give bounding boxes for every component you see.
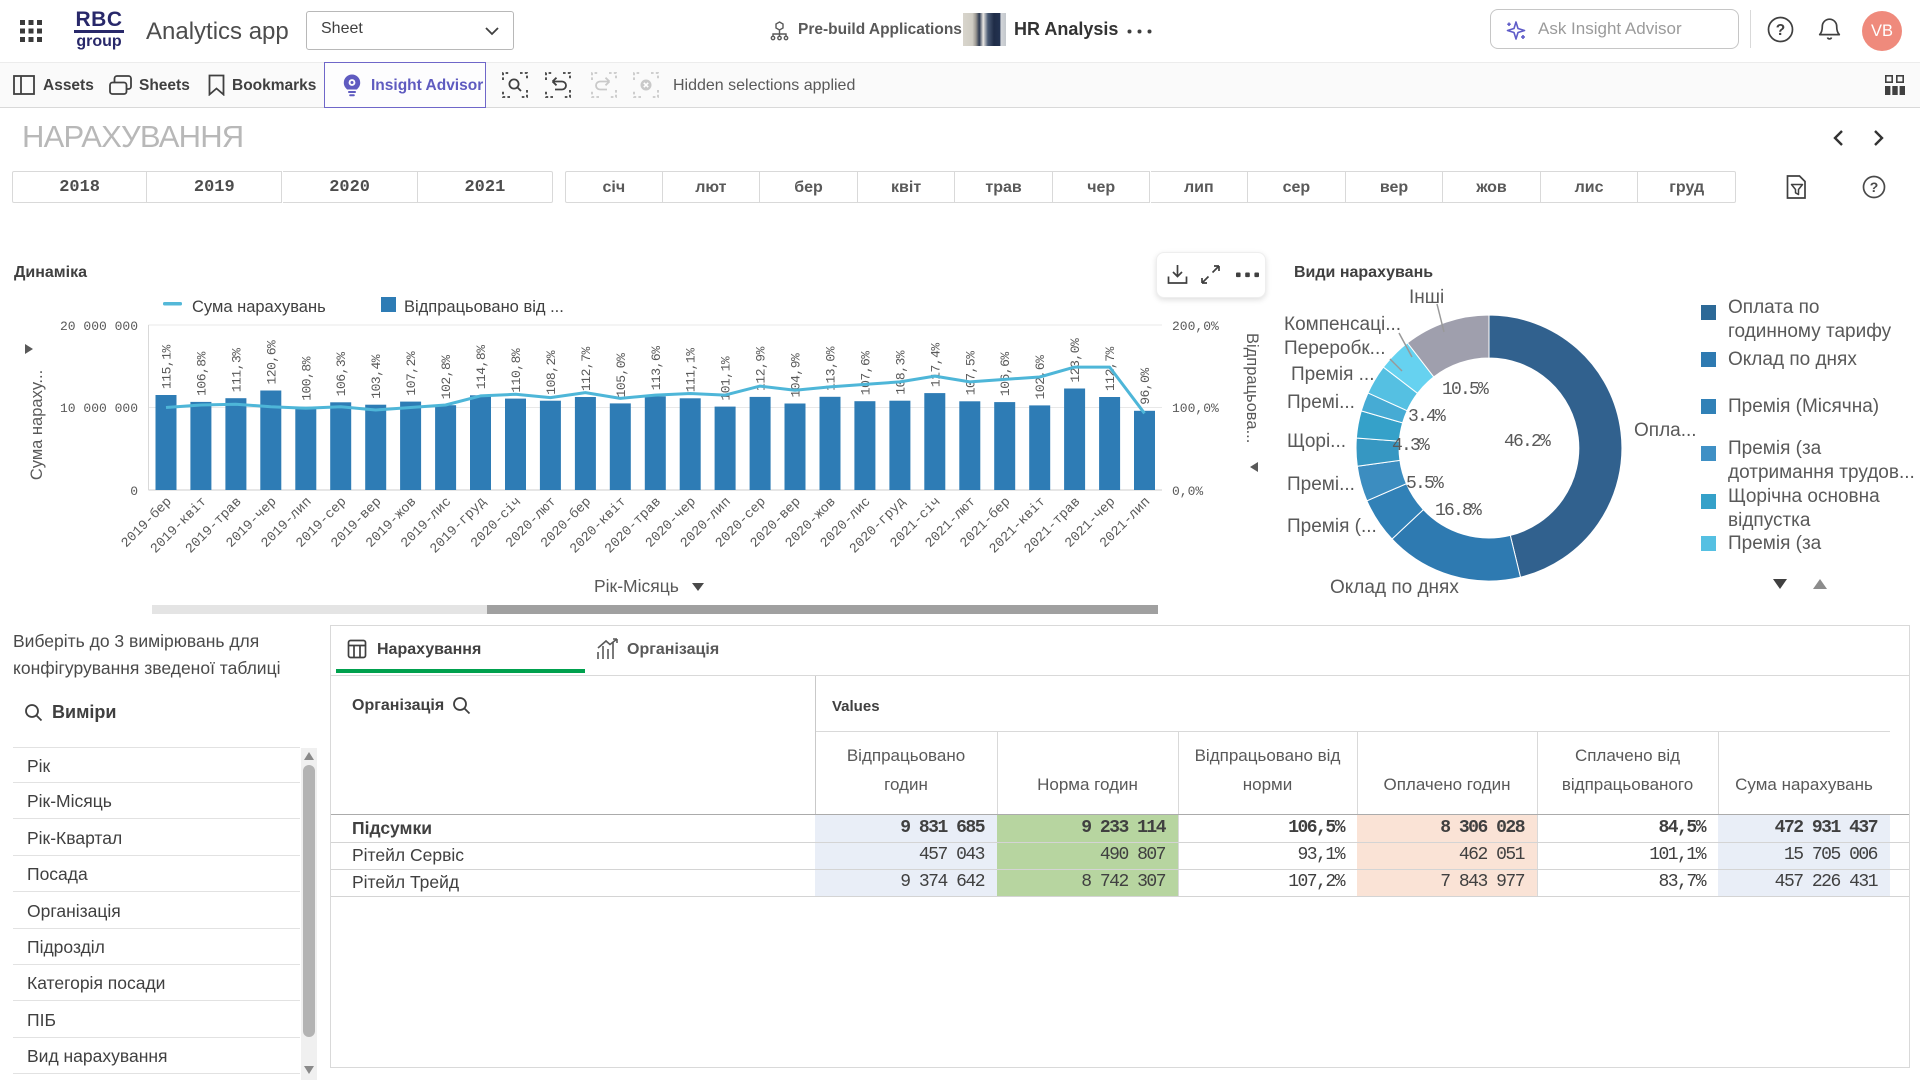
svg-text:112,7%: 112,7% <box>579 346 594 391</box>
svg-text:107,5%: 107,5% <box>963 351 978 396</box>
svg-text:108,2%: 108,2% <box>544 350 559 395</box>
svg-text:46.2%: 46.2% <box>1504 432 1551 452</box>
svg-text:Відпрацьовано від ...: Відпрацьовано від ... <box>404 298 564 316</box>
svg-text:103,4%: 103,4% <box>369 354 384 399</box>
svg-text:100,0%: 100,0% <box>1172 401 1219 416</box>
svg-text:0: 0 <box>130 484 138 499</box>
svg-text:Премія (...: Премія (... <box>1287 516 1377 537</box>
svg-text:Опла...: Опла... <box>1634 420 1697 441</box>
svg-text:5.5%: 5.5% <box>1406 474 1444 494</box>
svg-text:Премія ...: Премія ... <box>1291 364 1374 385</box>
svg-text:107,2%: 107,2% <box>404 351 419 396</box>
svg-text:108,3%: 108,3% <box>893 350 908 395</box>
svg-text:106,3%: 106,3% <box>334 352 349 397</box>
svg-text:100,8%: 100,8% <box>299 356 314 401</box>
svg-text:3.4%: 3.4% <box>1408 407 1446 427</box>
svg-text:101,1%: 101,1% <box>719 356 734 401</box>
svg-text:113,0%: 113,0% <box>824 346 839 391</box>
svg-text:Інші: Інші <box>1409 287 1444 308</box>
svg-text:117,4%: 117,4% <box>928 343 943 388</box>
svg-text:111,1%: 111,1% <box>684 348 699 393</box>
svg-text:Сума нараху...: Сума нараху... <box>28 370 46 480</box>
svg-text:0,0%: 0,0% <box>1172 484 1203 499</box>
svg-text:Премі...: Премі... <box>1287 392 1355 413</box>
svg-text:10.5%: 10.5% <box>1442 380 1489 400</box>
svg-text:110,8%: 110,8% <box>509 348 524 393</box>
svg-text:Оклад по днях: Оклад по днях <box>1330 577 1459 598</box>
svg-text:106,8%: 106,8% <box>194 351 209 396</box>
svg-text:20 000 000: 20 000 000 <box>60 319 138 334</box>
svg-text:Відпрацьова...: Відпрацьова... <box>1243 333 1261 443</box>
svg-text:10 000 000: 10 000 000 <box>60 401 138 416</box>
svg-text:102,8%: 102,8% <box>439 355 454 400</box>
svg-text:Сума нарахувань: Сума нарахувань <box>192 298 326 316</box>
svg-text:120,6%: 120,6% <box>264 340 279 385</box>
svg-text:Переробк...: Переробк... <box>1284 338 1386 359</box>
svg-text:107,6%: 107,6% <box>858 351 873 396</box>
svg-text:16.8%: 16.8% <box>1435 501 1482 521</box>
svg-text:113,6%: 113,6% <box>649 346 664 391</box>
svg-text:123,0%: 123,0% <box>1068 338 1083 383</box>
svg-text:115,1%: 115,1% <box>160 344 175 389</box>
svg-text:111,3%: 111,3% <box>229 348 244 393</box>
svg-text:?: ? <box>1776 22 1785 39</box>
svg-text:4.3%: 4.3% <box>1392 436 1430 456</box>
svg-text:112,9%: 112,9% <box>754 346 769 391</box>
svg-text:105,0%: 105,0% <box>614 353 629 398</box>
svg-text:104,9%: 104,9% <box>789 353 804 398</box>
svg-text:106,6%: 106,6% <box>998 352 1013 397</box>
svg-text:96,0%: 96,0% <box>1138 368 1153 405</box>
svg-text:114,8%: 114,8% <box>474 345 489 390</box>
svg-text:Рік-Місяць: Рік-Місяць <box>594 576 679 596</box>
svg-text:?: ? <box>1870 179 1879 195</box>
svg-text:Компенсаці...: Компенсаці... <box>1284 314 1401 335</box>
svg-text:Премі...: Премі... <box>1287 474 1355 495</box>
svg-text:Щорі...: Щорі... <box>1287 431 1346 452</box>
svg-text:200,0%: 200,0% <box>1172 319 1219 334</box>
